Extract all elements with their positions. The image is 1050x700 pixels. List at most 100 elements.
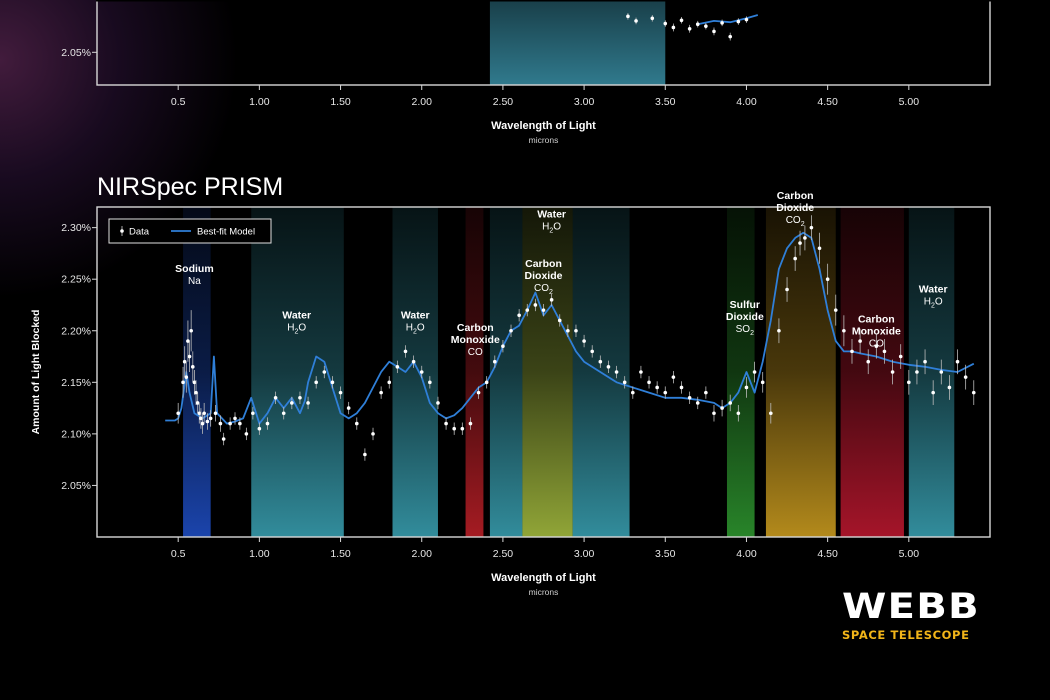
data-point — [290, 396, 294, 410]
annotation-formula: CO — [468, 347, 483, 358]
data-point — [647, 376, 651, 389]
data-point — [338, 386, 343, 399]
data-point — [923, 349, 927, 375]
annotation-formula: H2O — [924, 297, 943, 310]
data-point — [428, 376, 432, 389]
absorption-band — [489, 207, 523, 537]
data-marker — [663, 390, 668, 395]
data-marker — [533, 303, 538, 307]
data-point — [760, 372, 765, 393]
data-point — [687, 391, 692, 404]
annotation-formula: CO2 — [786, 215, 805, 228]
data-marker — [208, 416, 213, 421]
data-marker — [695, 401, 700, 405]
data-point — [720, 399, 724, 417]
data-point — [192, 369, 197, 395]
annotation-name: Monoxide — [451, 334, 500, 346]
data-marker — [395, 365, 400, 369]
data-marker — [817, 246, 822, 251]
data-point — [655, 381, 659, 394]
x-axis-label: Wavelength of Light — [491, 572, 596, 584]
data-marker — [614, 370, 619, 374]
annotation-name: Dioxide — [726, 311, 764, 323]
data-point — [257, 422, 262, 435]
data-point — [712, 405, 716, 422]
data-marker — [947, 385, 952, 390]
data-marker — [257, 426, 262, 431]
data-point — [468, 417, 473, 430]
data-point — [330, 376, 335, 389]
data-point — [395, 360, 400, 374]
data-marker — [213, 411, 218, 416]
data-marker — [346, 406, 351, 410]
data-point — [971, 380, 976, 405]
data-marker — [907, 380, 911, 385]
data-point — [387, 376, 392, 389]
data-marker — [842, 328, 846, 333]
data-point — [492, 355, 497, 368]
data-point — [915, 359, 919, 385]
annotation-name: Carbon — [525, 258, 562, 270]
data-point — [704, 386, 708, 399]
plot-area — [626, 13, 759, 41]
data-marker — [176, 411, 180, 416]
x-tick-label: 3.50 — [655, 96, 676, 108]
annotation-formula: H2O — [287, 322, 306, 335]
annotation-formula: Na — [188, 276, 201, 287]
annotation-name: Monoxide — [852, 326, 901, 338]
data-marker — [955, 359, 960, 364]
data-point — [744, 377, 749, 398]
data-marker — [192, 380, 197, 385]
x-tick-label: 2.00 — [412, 96, 433, 108]
data-marker — [290, 401, 294, 405]
data-marker — [590, 349, 595, 354]
y-axis-label: Amount of Light Blocked — [30, 310, 42, 435]
data-point — [842, 315, 846, 347]
data-marker — [265, 421, 270, 426]
data-point — [182, 346, 187, 378]
y-tick-label: 2.20% — [61, 325, 91, 337]
data-point — [176, 402, 180, 424]
data-point — [590, 345, 595, 358]
data-marker — [858, 339, 862, 343]
data-point — [752, 361, 757, 383]
data-point — [695, 396, 700, 410]
webb-logo: WEBB SPACE TELESCOPE — [842, 588, 992, 648]
data-marker — [509, 328, 513, 333]
annotation-formula: SO2 — [736, 324, 754, 337]
data-point — [517, 309, 521, 322]
data-marker — [626, 14, 630, 19]
data-point — [614, 365, 619, 379]
data-point — [671, 370, 676, 384]
data-point — [194, 380, 198, 405]
data-point — [346, 401, 351, 415]
data-marker — [631, 390, 635, 395]
data-point — [712, 27, 716, 36]
data-point — [803, 225, 807, 251]
data-point — [213, 405, 218, 422]
data-marker — [671, 25, 676, 30]
data-point — [460, 422, 465, 435]
data-point — [281, 407, 286, 420]
data-marker — [566, 328, 570, 333]
data-point — [238, 417, 242, 430]
data-marker — [650, 16, 655, 21]
data-point — [186, 320, 190, 362]
data-marker — [582, 339, 586, 343]
data-point — [679, 17, 684, 24]
data-marker — [695, 22, 700, 26]
absorption-band — [522, 207, 573, 537]
data-point — [882, 339, 887, 364]
data-point — [181, 366, 185, 398]
data-point — [202, 402, 206, 424]
data-point — [626, 13, 630, 20]
x-tick-label: 4.50 — [817, 548, 838, 560]
data-marker — [574, 328, 578, 333]
data-marker — [679, 385, 684, 390]
data-marker — [549, 298, 554, 302]
